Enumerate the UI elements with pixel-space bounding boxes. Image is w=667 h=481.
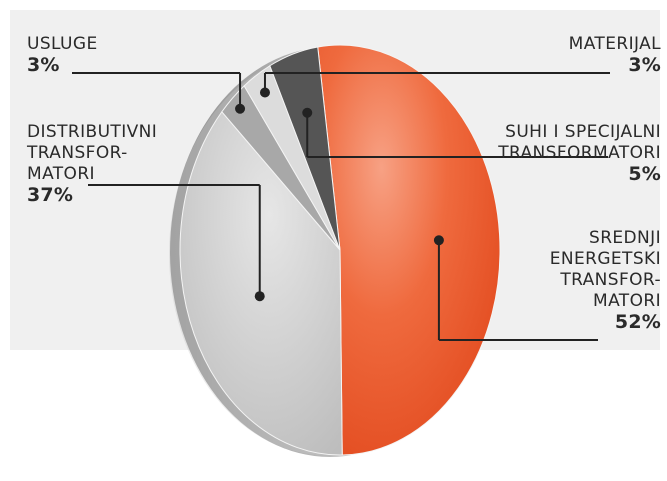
label-materijal-percent: 3% [628, 54, 661, 76]
leader-lines [72, 72, 610, 341]
label-srednji-line-3: TRANSFOR- [560, 270, 661, 290]
label-suhi: SUHI I SPECIJALNI TRANSFORMATORI 5% [498, 122, 661, 185]
pie-slice-distributivni [179, 110, 343, 456]
label-srednji-line-1: SREDNJI [589, 228, 661, 248]
pie-slices [179, 44, 501, 456]
label-usluge: USLUGE 3% [27, 34, 98, 76]
leader-dot-srednji [433, 235, 444, 246]
label-suhi-line-1: SUHI I SPECIJALNI [505, 122, 661, 142]
label-materijal-line-1: MATERIJAL [568, 34, 661, 54]
label-distributivni-line-3: MATORI [27, 164, 95, 184]
leader-dot-usluge [235, 103, 246, 114]
pie-slice-srednji [317, 44, 501, 456]
leader-dot-materijal [259, 87, 270, 98]
label-suhi-percent: 5% [628, 163, 661, 185]
label-srednji-percent: 52% [614, 311, 661, 333]
label-distributivni-percent: 37% [27, 184, 74, 206]
label-srednji-line-2: ENERGETSKI [549, 249, 661, 269]
label-distributivni-line-2: TRANSFOR- [27, 143, 128, 163]
label-srednji: SREDNJI ENERGETSKI TRANSFOR- MATORI 52% [550, 228, 661, 333]
pie-slice-suhi [269, 46, 341, 251]
leader-dot-suhi [302, 107, 313, 118]
label-usluge-line-1: USLUGE [27, 34, 98, 54]
label-distributivni-line-1: DISTRIBUTIVNI [27, 122, 158, 142]
label-distributivni: DISTRIBUTIVNI TRANSFOR- MATORI 37% [27, 122, 157, 206]
leader-dot-distributivni [254, 291, 265, 302]
label-suhi-line-2: TRANSFORMATORI [498, 143, 661, 163]
label-srednji-line-4: MATORI [593, 291, 661, 311]
label-usluge-percent: 3% [27, 54, 60, 76]
label-materijal: MATERIJAL 3% [569, 34, 661, 76]
